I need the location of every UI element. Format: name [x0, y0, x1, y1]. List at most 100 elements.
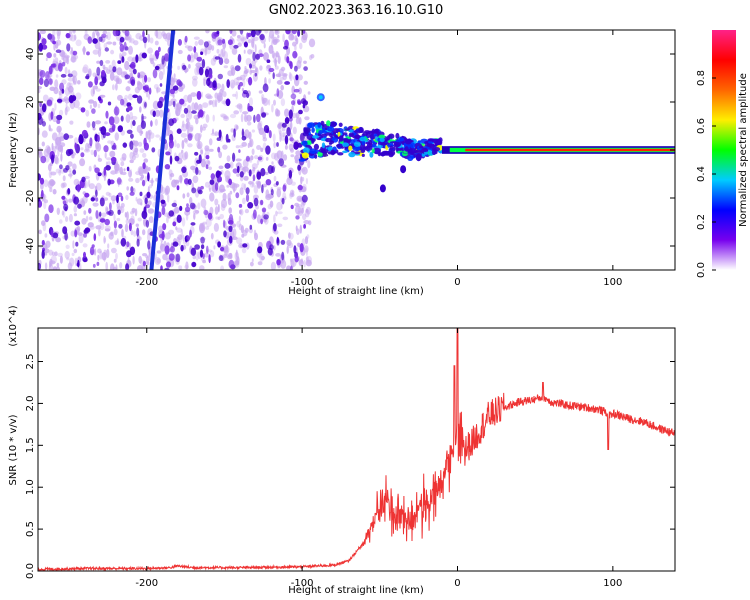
noise-speckle: [188, 64, 191, 69]
noise-speckle: [44, 233, 48, 238]
noise-speckle: [49, 187, 53, 193]
noise-blob: [130, 133, 134, 139]
noise-blob: [253, 209, 257, 219]
noise-speckle: [241, 141, 247, 147]
noise-speckle: [220, 188, 226, 192]
noise-speckle: [68, 90, 72, 95]
noise-speckle: [256, 159, 260, 166]
noise-speckle: [200, 124, 203, 133]
noise-speckle: [262, 131, 267, 139]
noise-speckle: [280, 259, 287, 269]
noise-blob: [228, 213, 234, 224]
noise-blob: [99, 218, 106, 223]
signal-blob: [313, 143, 319, 150]
noise-speckle: [68, 30, 73, 35]
noise-speckle: [97, 254, 100, 261]
noise-speckle: [237, 35, 241, 39]
noise-blob: [128, 222, 132, 232]
noise-speckle: [289, 192, 295, 198]
noise-blob: [148, 87, 152, 95]
noise-speckle: [128, 45, 133, 55]
noise-speckle: [171, 179, 178, 188]
noise-speckle: [161, 31, 166, 37]
noise-speckle: [148, 167, 151, 171]
noise-speckle: [44, 199, 48, 204]
noise-blob: [132, 94, 139, 99]
noise-speckle: [244, 208, 249, 214]
noise-speckle: [202, 259, 207, 264]
noise-blob: [301, 194, 308, 203]
noise-speckle: [42, 94, 49, 102]
noise-speckle: [77, 232, 83, 236]
noise-speckle: [144, 175, 148, 183]
noise-speckle: [77, 80, 81, 85]
noise-speckle: [134, 86, 140, 94]
noise-blob: [61, 61, 66, 67]
noise-speckle: [75, 39, 82, 47]
noise-speckle: [115, 264, 118, 270]
noise-speckle: [231, 236, 238, 240]
noise-blob: [284, 117, 290, 124]
signal-blob: [389, 145, 394, 151]
noise-blob: [137, 72, 141, 79]
noise-speckle: [280, 84, 285, 91]
noise-speckle: [123, 168, 126, 172]
noise-blob: [210, 173, 215, 180]
noise-blob: [56, 114, 63, 121]
signal-blob: [378, 134, 386, 139]
noise-speckle: [115, 252, 118, 260]
noise-speckle: [215, 216, 219, 220]
noise-speckle: [145, 255, 149, 265]
noise-blob: [302, 104, 306, 109]
noise-speckle: [219, 88, 224, 98]
noise-speckle: [125, 218, 129, 225]
noise-blob: [51, 154, 55, 164]
snr-x-ticks: -200 -100 0 100: [135, 328, 622, 589]
noise-speckle: [190, 52, 194, 59]
noise-blob: [132, 68, 137, 75]
noise-speckle: [286, 265, 292, 270]
noise-blob: [218, 57, 224, 65]
noise-blob: [259, 33, 265, 41]
noise-speckle: [121, 153, 127, 161]
noise-speckle: [49, 162, 53, 167]
noise-speckle: [95, 185, 98, 191]
noise-speckle: [235, 90, 238, 100]
noise-blob: [99, 211, 102, 217]
noise-speckle: [54, 251, 58, 257]
noise-blob: [263, 125, 270, 133]
noise-speckle: [42, 222, 47, 232]
noise-speckle: [294, 154, 300, 162]
noise-blob: [222, 38, 226, 44]
noise-blob: [293, 245, 297, 254]
noise-speckle: [289, 31, 294, 40]
noise-speckle: [204, 46, 208, 56]
noise-speckle: [248, 227, 253, 234]
noise-blob: [90, 197, 96, 202]
noise-speckle: [143, 158, 149, 163]
noise-speckle: [130, 229, 134, 236]
noise-blob: [233, 44, 239, 49]
noise-speckle: [252, 167, 256, 172]
signal-blob: [348, 133, 354, 138]
noise-speckle: [228, 207, 232, 214]
x-tick-label: 0: [454, 578, 460, 589]
noise-speckle: [282, 33, 285, 43]
signal-blob: [311, 127, 315, 133]
signal-blob: [410, 151, 415, 156]
noise-speckle: [145, 131, 148, 139]
noise-speckle: [280, 66, 286, 72]
noise-speckle: [216, 48, 220, 54]
signal-blob: [350, 139, 355, 146]
noise-speckle: [277, 55, 281, 64]
noise-blob: [139, 191, 143, 197]
noise-speckle: [149, 37, 154, 44]
noise-speckle: [109, 71, 115, 81]
noise-blob: [38, 173, 41, 181]
noise-blob: [182, 64, 187, 70]
noise-speckle: [201, 126, 206, 131]
signal-blob: [373, 147, 381, 154]
noise-speckle: [257, 122, 262, 132]
noise-speckle: [66, 257, 70, 261]
noise-speckle: [260, 147, 264, 153]
